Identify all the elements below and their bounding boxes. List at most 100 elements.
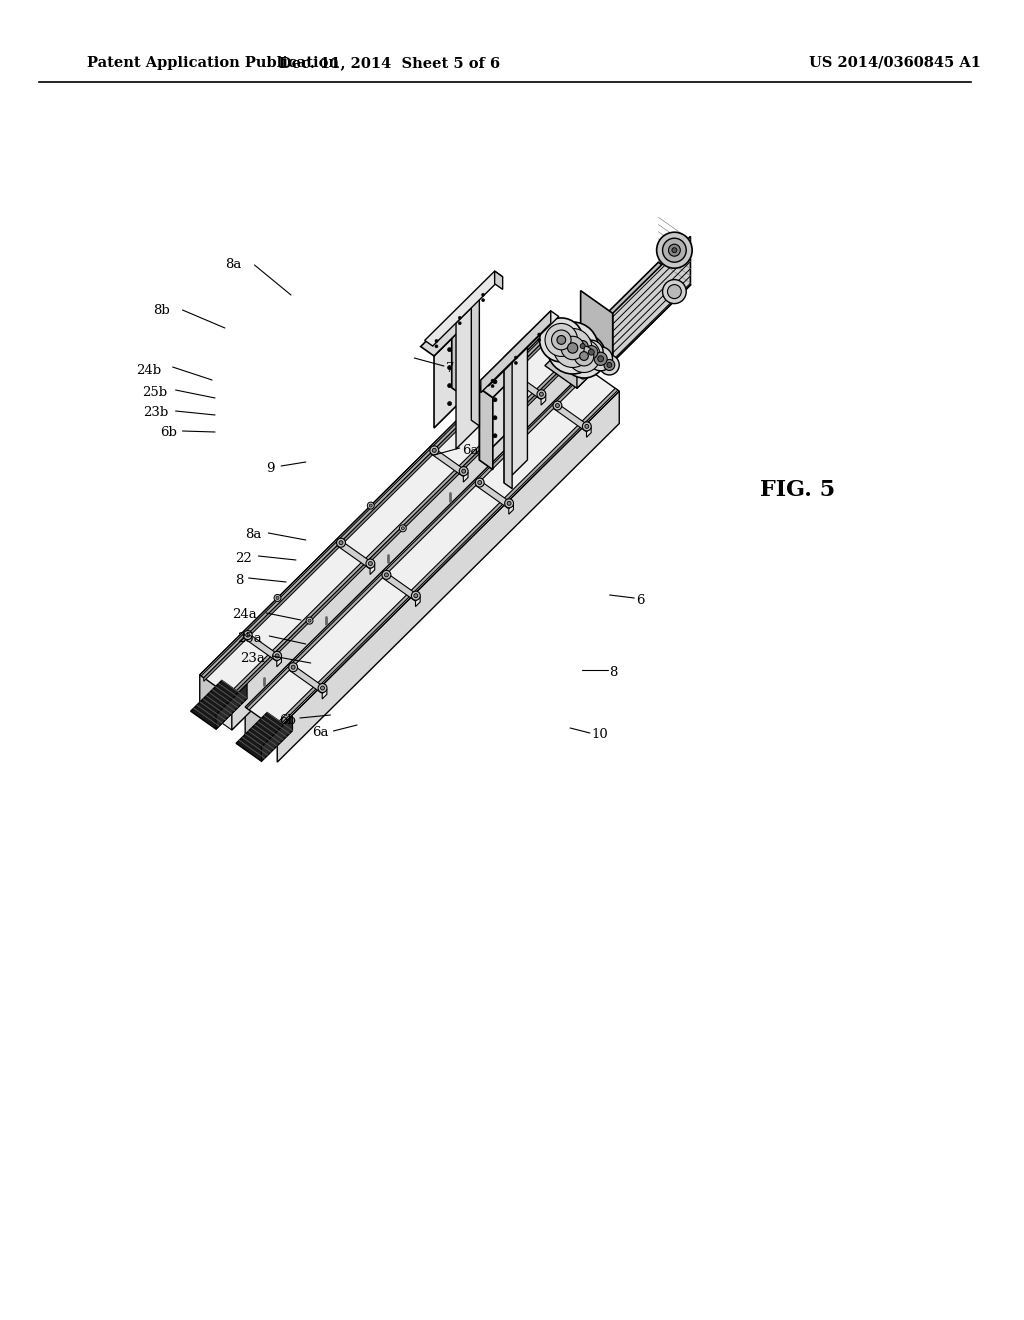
- Polygon shape: [479, 358, 524, 397]
- Circle shape: [580, 351, 589, 360]
- Circle shape: [306, 618, 313, 624]
- Circle shape: [414, 594, 418, 598]
- Circle shape: [557, 335, 565, 345]
- Circle shape: [274, 594, 281, 602]
- Circle shape: [246, 634, 250, 638]
- Circle shape: [291, 665, 295, 669]
- Circle shape: [585, 424, 589, 429]
- Circle shape: [540, 318, 583, 362]
- Polygon shape: [421, 315, 465, 356]
- Circle shape: [459, 322, 461, 325]
- Circle shape: [585, 346, 598, 359]
- Circle shape: [412, 591, 420, 601]
- Polygon shape: [200, 337, 542, 708]
- Text: 8: 8: [234, 573, 243, 586]
- Circle shape: [369, 561, 373, 565]
- Polygon shape: [200, 337, 573, 697]
- Circle shape: [578, 341, 588, 351]
- Polygon shape: [261, 717, 293, 762]
- Circle shape: [493, 397, 497, 401]
- Polygon shape: [587, 428, 591, 437]
- Circle shape: [604, 359, 614, 371]
- Text: 24b: 24b: [136, 363, 161, 376]
- Circle shape: [321, 686, 325, 690]
- Text: 23b: 23b: [143, 407, 168, 420]
- Circle shape: [537, 389, 546, 399]
- Circle shape: [481, 293, 484, 296]
- Polygon shape: [471, 294, 479, 426]
- Circle shape: [244, 631, 252, 640]
- Text: 22: 22: [234, 552, 252, 565]
- Circle shape: [463, 412, 466, 414]
- Polygon shape: [463, 473, 468, 482]
- Circle shape: [545, 323, 578, 356]
- Circle shape: [561, 337, 585, 359]
- Polygon shape: [612, 236, 690, 362]
- Circle shape: [599, 355, 620, 375]
- Circle shape: [493, 433, 500, 440]
- Circle shape: [435, 339, 438, 342]
- Circle shape: [540, 392, 544, 396]
- Polygon shape: [434, 325, 465, 428]
- Polygon shape: [425, 271, 503, 346]
- Circle shape: [447, 347, 452, 351]
- Circle shape: [447, 366, 452, 370]
- Text: 23a: 23a: [240, 652, 264, 664]
- Polygon shape: [554, 404, 591, 432]
- Circle shape: [669, 244, 680, 256]
- Circle shape: [581, 374, 586, 379]
- Circle shape: [495, 434, 498, 437]
- Polygon shape: [383, 573, 420, 601]
- Polygon shape: [237, 713, 293, 762]
- Circle shape: [508, 368, 516, 378]
- Circle shape: [562, 334, 606, 378]
- Circle shape: [339, 541, 343, 545]
- Polygon shape: [278, 391, 620, 762]
- Polygon shape: [481, 310, 551, 393]
- Circle shape: [538, 333, 541, 337]
- Circle shape: [598, 356, 603, 362]
- Polygon shape: [508, 372, 545, 399]
- Polygon shape: [479, 388, 493, 470]
- Circle shape: [602, 352, 607, 358]
- Polygon shape: [504, 356, 512, 488]
- Circle shape: [590, 343, 595, 348]
- Circle shape: [572, 337, 593, 356]
- Circle shape: [555, 356, 560, 362]
- Text: 7: 7: [445, 362, 455, 375]
- Polygon shape: [200, 368, 573, 730]
- Circle shape: [382, 570, 391, 579]
- Circle shape: [555, 404, 559, 408]
- Circle shape: [366, 560, 375, 568]
- Polygon shape: [244, 634, 281, 661]
- Polygon shape: [245, 368, 587, 739]
- Text: 6b: 6b: [160, 426, 177, 440]
- Circle shape: [492, 384, 494, 388]
- Circle shape: [461, 409, 468, 417]
- Polygon shape: [476, 480, 513, 508]
- Polygon shape: [190, 680, 247, 729]
- Circle shape: [430, 446, 438, 455]
- Circle shape: [581, 343, 585, 348]
- Text: Patent Application Publication: Patent Application Publication: [87, 55, 339, 70]
- Circle shape: [432, 449, 436, 453]
- Circle shape: [514, 356, 517, 359]
- Circle shape: [275, 653, 280, 657]
- Circle shape: [505, 499, 513, 508]
- Circle shape: [459, 467, 468, 475]
- Text: Dec. 11, 2014  Sheet 5 of 6: Dec. 11, 2014 Sheet 5 of 6: [280, 55, 500, 70]
- Text: 8: 8: [609, 665, 618, 678]
- Circle shape: [567, 343, 578, 354]
- Circle shape: [481, 298, 484, 302]
- Circle shape: [514, 362, 517, 364]
- Circle shape: [447, 401, 452, 405]
- Polygon shape: [323, 689, 327, 700]
- Circle shape: [589, 347, 612, 371]
- Circle shape: [478, 480, 481, 484]
- Text: FIG. 5: FIG. 5: [760, 479, 835, 502]
- Circle shape: [492, 379, 494, 383]
- Circle shape: [567, 366, 572, 370]
- Circle shape: [668, 285, 681, 298]
- Polygon shape: [230, 358, 572, 700]
- Text: 6b: 6b: [280, 714, 296, 726]
